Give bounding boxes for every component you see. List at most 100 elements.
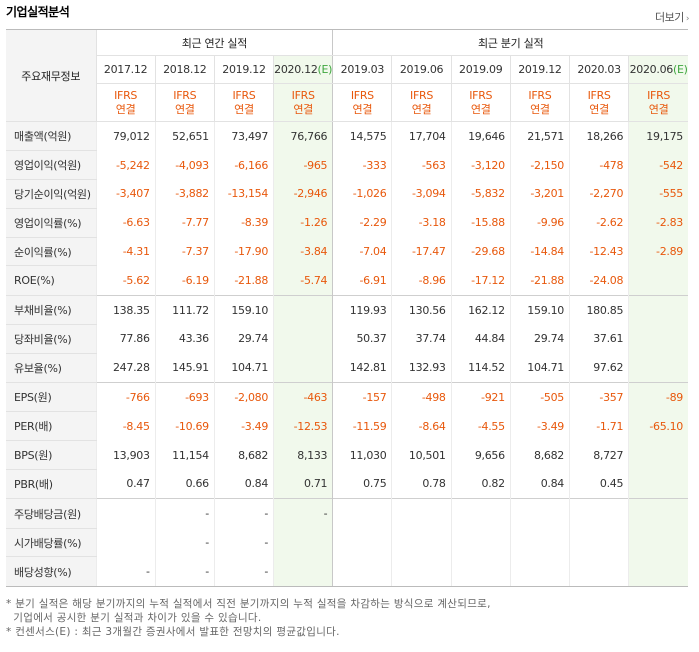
row-label: 영업이익률(%) [6,208,96,238]
ifrs-label: IFRS [587,88,611,102]
table-row: 매출액(억원) 79,012 52,651 73,497 76,766 14,575 17,… [6,120,688,152]
table-row: 부채비율(%) 138.35 111.72 159.10 119.93 130.56 162… [6,294,688,326]
table-cell: -24.08 [568,265,629,296]
table-cell: -498 [391,382,452,412]
table-cell: 43.36 [154,324,215,354]
more-link[interactable]: 더보기 › [655,9,690,25]
ifrs-header: IFRS 연결 [154,83,215,122]
table-cell: -14.84 [509,237,570,266]
table-cell: -693 [154,382,215,412]
table-cell: - [154,556,215,587]
table-row: 배당성향(%) - - - [6,556,688,587]
table-cell: -17.12 [450,265,511,296]
table-cell: 29.74 [213,324,274,354]
row-label: 배당성향(%) [6,556,96,587]
row-label: ROE(%) [6,265,96,296]
row-label: 주당배당금(원) [6,498,96,529]
table-cell: 0.84 [213,469,274,499]
consolidated-label: 연결 [234,102,254,116]
table-cell: -7.77 [154,208,215,238]
table-row: EPS(원) -766 -693 -2,080 -463 -157 -498 -921 -505… [6,382,688,413]
table-cell: -29.68 [450,237,511,266]
row-label: 시가배당률(%) [6,528,96,558]
ifrs-label: IFRS [647,88,671,102]
table-cell: 0.45 [568,469,629,499]
period-label: 2019.12 [222,63,266,76]
table-cell [95,498,156,529]
table-cell: 0.82 [450,469,511,499]
table-row: PER(배) -8.45 -10.69 -3.49 -12.53 -11.59 -8.64-… [6,411,688,442]
period-label: 2019.06 [399,63,444,76]
table-cell: 145.91 [154,353,215,383]
table-cell: 159.10 [213,294,274,325]
ifrs-label: IFRS [291,88,315,102]
consolidated-label: 연결 [530,102,550,116]
table-cell: -505 [509,382,570,412]
table-cell: -8.45 [95,411,156,441]
table-row: PBR(배) 0.47 0.66 0.84 0.71 0.75 0.78 0.82 0.84 0.… [6,469,688,500]
table-cell: 17,704 [391,120,452,151]
table-cell: 37.61 [568,324,629,354]
table-cell: -1.71 [568,411,629,441]
consolidated-label: 연결 [470,102,491,116]
footnote-2: 기업에서 공시한 분기 실적과 차이가 있을 수 있습니다. [6,612,262,624]
table-cell: -921 [450,382,511,412]
table-cell [450,498,511,529]
row-label: PBR(배) [6,469,96,500]
table-cell: 0.66 [154,469,215,499]
row-label: 부채비율(%) [6,294,96,326]
table-row: 순이익률(%) -4.31 -7.37 -17.90 -3.84 -7.04 -17.47-… [6,237,688,267]
table-cell [391,498,452,529]
table-cell: -5,242 [95,150,156,180]
table-cell: 18,266 [568,120,629,151]
row-label: 영업이익(억원) [6,150,96,181]
table-cell: 19,175 [628,120,688,151]
consolidated-label: 연결 [411,102,432,116]
table-cell [509,498,570,529]
table-cell: 104.71 [509,353,570,383]
corner-header: 주요재무정보 [6,30,96,122]
footnote-3: * 컨센서스(E) : 최근 3개월간 증권사에서 발표한 전망치의 평균값입니… [6,626,340,638]
table-row: 영업이익(억원) -5,242 -4,093 -6,166 -965 -333 -563 -3… [6,150,688,181]
table-cell: 0.75 [332,469,392,499]
table-cell [568,556,629,587]
table-cell: 114.52 [450,353,511,383]
table-cell: -6.63 [95,208,156,238]
period-header: 2019.09 [450,55,511,84]
consolidated-label: 연결 [174,102,195,116]
table-cell: -3,882 [154,179,215,209]
table-cell [628,440,688,470]
table-cell [332,556,392,587]
table-cell: 37.74 [391,324,452,354]
table-cell: 142.81 [332,353,392,383]
ifrs-header: IFRS 연결 [273,83,333,122]
row-label: 유보율(%) [6,353,96,384]
period-label: 2020.03 [577,63,621,76]
table-cell: -1.26 [273,208,333,238]
row-label: EPS(원) [6,382,96,413]
table-cell: 29.74 [509,324,570,354]
financial-table: 주요재무정보 최근 연간 실적 최근 분기 실적 2017.12 2018.12 2… [6,30,688,587]
table-cell: -463 [273,382,333,412]
table-cell: 119.93 [332,294,392,325]
ifrs-label: IFRS [350,88,374,102]
table-cell: -4,093 [154,150,215,180]
table-cell [628,498,688,529]
table-cell: -478 [568,150,629,180]
table-cell: -555 [628,179,688,209]
period-header: 2020.06(E) [628,55,688,84]
ifrs-label: IFRS [469,88,493,102]
table-row: ROE(%) -5.62 -6.19 -21.88 -5.74 -6.91 -8.96 -17… [6,265,688,296]
table-cell [568,528,629,557]
table-row: 주당배당금(원) - - - [6,498,688,529]
table-cell: -965 [273,150,333,180]
table-cell: -12.43 [568,237,629,266]
table-cell: 0.47 [95,469,156,499]
consolidated-label: 연결 [589,102,609,116]
ifrs-label: IFRS [410,88,434,102]
table-cell: -8.64 [391,411,452,441]
table-cell [628,353,688,383]
table-cell: - [95,556,156,587]
table-cell [332,528,392,557]
period-label: 2017.12 [103,63,148,76]
